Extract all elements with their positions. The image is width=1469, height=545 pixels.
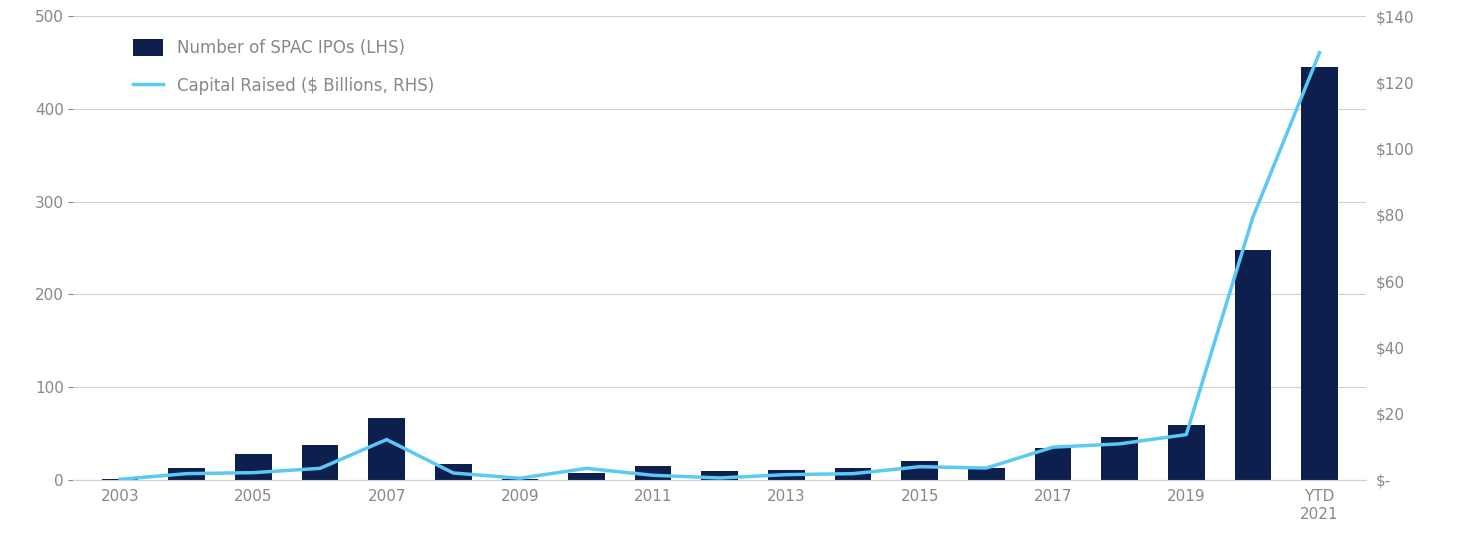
Bar: [902, 461, 939, 480]
Capital Raised ($ Billions, RHS): [378, 437, 395, 443]
Capital Raised ($ Billions, RHS): [1310, 50, 1328, 56]
Capital Raised ($ Billions, RHS): [977, 465, 995, 471]
Bar: [635, 465, 671, 480]
Bar: [101, 479, 138, 480]
Bar: [1102, 437, 1138, 480]
Bar: [834, 469, 871, 480]
Capital Raised ($ Billions, RHS): [1178, 431, 1196, 438]
Bar: [702, 471, 737, 480]
Bar: [169, 469, 206, 480]
Capital Raised ($ Billions, RHS): [112, 476, 129, 482]
Capital Raised ($ Billions, RHS): [511, 475, 529, 482]
Bar: [435, 464, 472, 480]
Capital Raised ($ Billions, RHS): [1111, 440, 1128, 447]
Capital Raised ($ Billions, RHS): [645, 472, 663, 479]
Capital Raised ($ Billions, RHS): [178, 470, 195, 477]
Bar: [235, 453, 272, 480]
Capital Raised ($ Billions, RHS): [445, 470, 463, 476]
Bar: [1302, 67, 1338, 480]
Capital Raised ($ Billions, RHS): [311, 465, 329, 471]
Capital Raised ($ Billions, RHS): [1044, 444, 1062, 450]
Bar: [301, 445, 338, 480]
Bar: [1168, 425, 1205, 480]
Capital Raised ($ Billions, RHS): [577, 465, 595, 471]
Legend: Number of SPAC IPOs (LHS), Capital Raised ($ Billions, RHS): Number of SPAC IPOs (LHS), Capital Raise…: [134, 39, 433, 95]
Capital Raised ($ Billions, RHS): [911, 463, 928, 470]
Bar: [1034, 448, 1071, 480]
Capital Raised ($ Billions, RHS): [1244, 214, 1262, 221]
Capital Raised ($ Billions, RHS): [711, 475, 729, 481]
Bar: [768, 470, 805, 480]
Line: Capital Raised ($ Billions, RHS): Capital Raised ($ Billions, RHS): [120, 53, 1319, 479]
Capital Raised ($ Billions, RHS): [845, 470, 862, 477]
Bar: [369, 419, 405, 480]
Bar: [501, 479, 538, 480]
Bar: [1234, 250, 1271, 480]
Bar: [968, 468, 1005, 480]
Capital Raised ($ Billions, RHS): [244, 469, 261, 476]
Bar: [569, 473, 605, 480]
Capital Raised ($ Billions, RHS): [777, 471, 795, 478]
